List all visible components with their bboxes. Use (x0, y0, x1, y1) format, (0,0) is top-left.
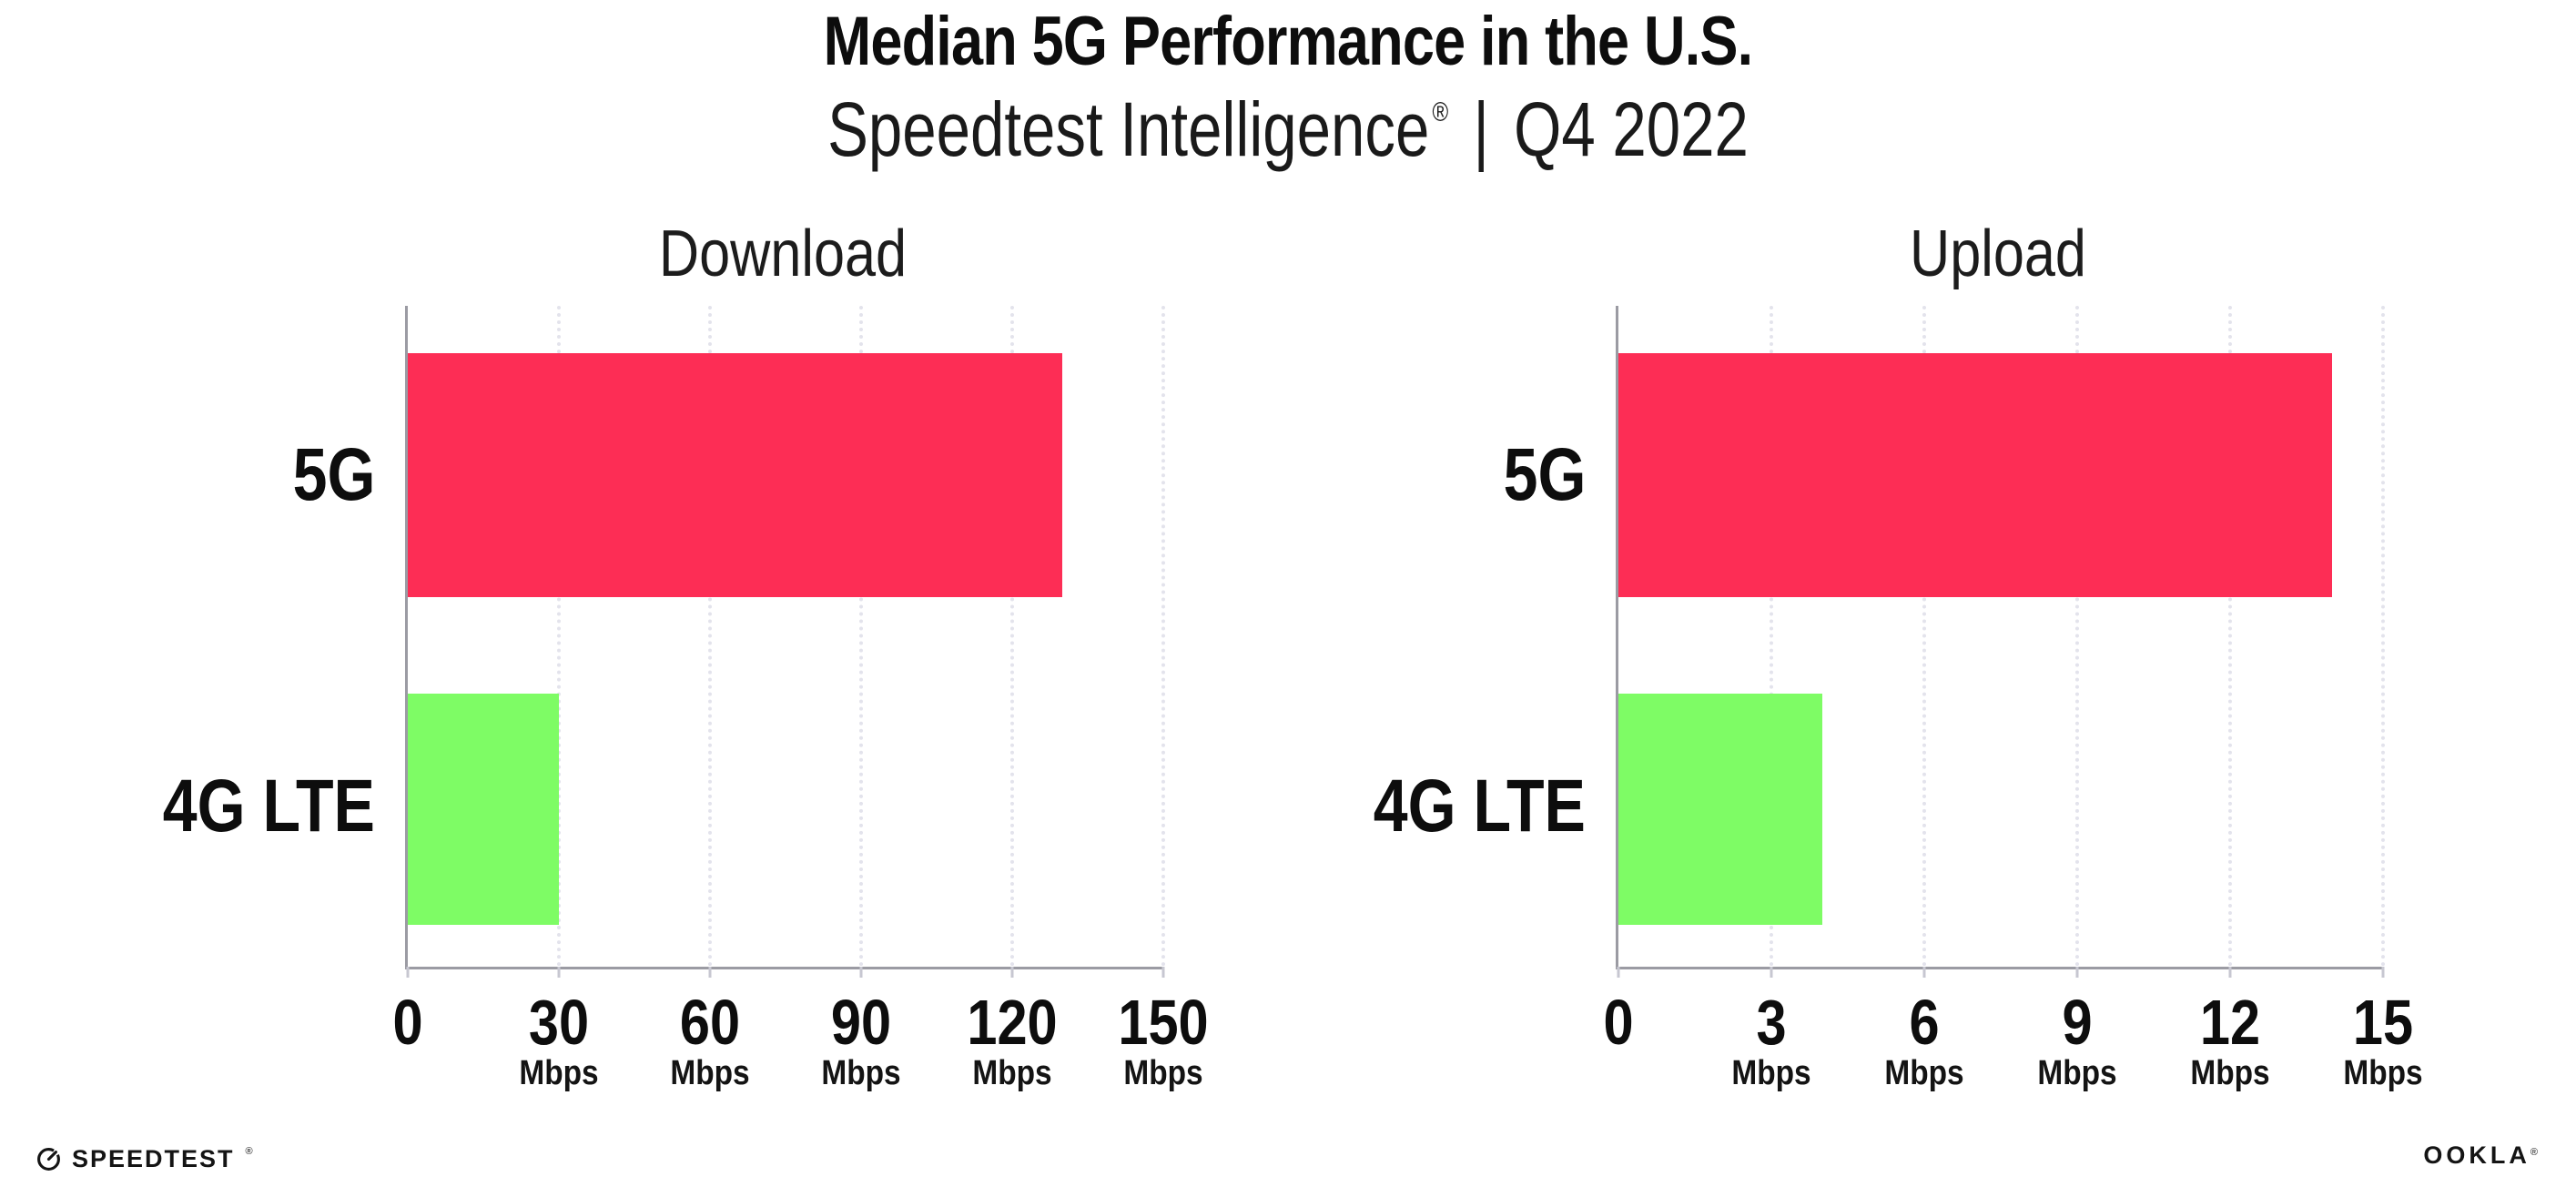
gridline-6 (1922, 306, 1926, 967)
axis-tick-mark-0 (406, 967, 410, 978)
x-tick-label-120: 120 (967, 987, 1058, 1058)
subtitle-brand: Speedtest Intelligence (827, 86, 1430, 172)
registered-trademark-icon: ® (1432, 97, 1449, 127)
bar-5g (1618, 353, 2332, 597)
ookla-wordmark: OOKLA (2423, 1141, 2530, 1169)
axis-tick-mark-9 (2075, 967, 2079, 978)
axis-tick-mark-15 (2381, 967, 2385, 978)
x-tick-unit-label-12: Mbps (2190, 1054, 2270, 1092)
axis-tick-mark-6 (1922, 967, 1926, 978)
x-tick-label-3: 3 (1756, 987, 1787, 1058)
x-tick-unit-label-15: Mbps (2343, 1054, 2423, 1092)
bar-5g (408, 353, 1063, 597)
subtitle-separator: | (1473, 86, 1489, 172)
gridline-9 (2075, 306, 2079, 967)
x-tick-label-60: 60 (679, 987, 741, 1058)
x-tick-label-0: 0 (1603, 987, 1634, 1058)
category-label-5g: 5G (292, 433, 375, 516)
x-tick-unit-label-120: Mbps (972, 1054, 1052, 1092)
speedtest-registered-icon: ® (245, 1145, 253, 1157)
speedtest-gauge-icon (37, 1148, 60, 1171)
category-label-4g-lte: 4G LTE (1373, 765, 1586, 847)
gridline-90 (859, 306, 863, 967)
x-tick-unit-label-9: Mbps (2037, 1054, 2117, 1092)
x-tick-label-90: 90 (830, 987, 892, 1058)
upload-plot-area: 0 3 Mbps 6 Mbps 9 Mbps 12 Mbps 15 Mbps 5G 4G LTE (1374, 306, 2423, 1090)
gridline-120 (1010, 306, 1014, 967)
gridline-12 (2228, 306, 2232, 967)
bar-4g-lte (408, 694, 559, 925)
axis-tick-mark-12 (2228, 967, 2232, 978)
gridline-60 (708, 306, 712, 967)
x-tick-unit-label-150: Mbps (1123, 1054, 1203, 1092)
x-tick-label-150: 150 (1118, 987, 1209, 1058)
category-label-5g: 5G (1503, 433, 1586, 516)
axis-tick-mark-120 (1010, 967, 1014, 978)
gridline-3 (1770, 306, 1773, 967)
speedtest-logo: SPEEDTEST ® (36, 1145, 253, 1173)
category-label-4g-lte: 4G LTE (162, 765, 375, 847)
x-tick-label-6: 6 (1909, 987, 1940, 1058)
bar-4g-lte (1618, 694, 1822, 925)
axis-tick-mark-60 (708, 967, 712, 978)
gridline-150 (1161, 306, 1165, 967)
download-chart-title: Download (658, 218, 908, 290)
gridline-30 (557, 306, 561, 967)
x-tick-unit-label-30: Mbps (519, 1054, 599, 1092)
download-plot-area: 0 30 Mbps 60 Mbps 90 Mbps 120 Mbps 150 Mbps 5G 4G LT… (163, 306, 1209, 1090)
x-tick-label-9: 9 (2062, 987, 2093, 1058)
x-tick-unit-label-6: Mbps (1884, 1054, 1964, 1092)
subtitle: Speedtest Intelligence ® | Q4 2022 (258, 89, 2318, 169)
axis-tick-mark-90 (859, 967, 863, 978)
main-title: Median 5G Performance in the U.S. (823, 3, 1754, 80)
ookla-registered-icon: ® (2530, 1147, 2538, 1158)
axis-tick-mark-150 (1161, 967, 1165, 978)
x-tick-label-0: 0 (392, 987, 423, 1058)
subtitle-period: Q4 2022 (1514, 86, 1749, 172)
axis-tick-mark-0 (1617, 967, 1620, 978)
ookla-logo: OOKLA® (2423, 1141, 2538, 1170)
axis-tick-mark-3 (1770, 967, 1773, 978)
axis-tick-mark-30 (557, 967, 561, 978)
x-tick-label-12: 12 (2199, 987, 2261, 1058)
x-tick-label-30: 30 (528, 987, 590, 1058)
speedtest-wordmark: SPEEDTEST (72, 1145, 235, 1172)
x-tick-unit-label-60: Mbps (670, 1054, 750, 1092)
x-tick-unit-label-90: Mbps (821, 1054, 901, 1092)
x-tick-unit-label-3: Mbps (1731, 1054, 1811, 1092)
gridline-15 (2381, 306, 2385, 967)
upload-chart-title: Upload (1910, 218, 2086, 290)
x-tick-label-15: 15 (2352, 987, 2414, 1058)
